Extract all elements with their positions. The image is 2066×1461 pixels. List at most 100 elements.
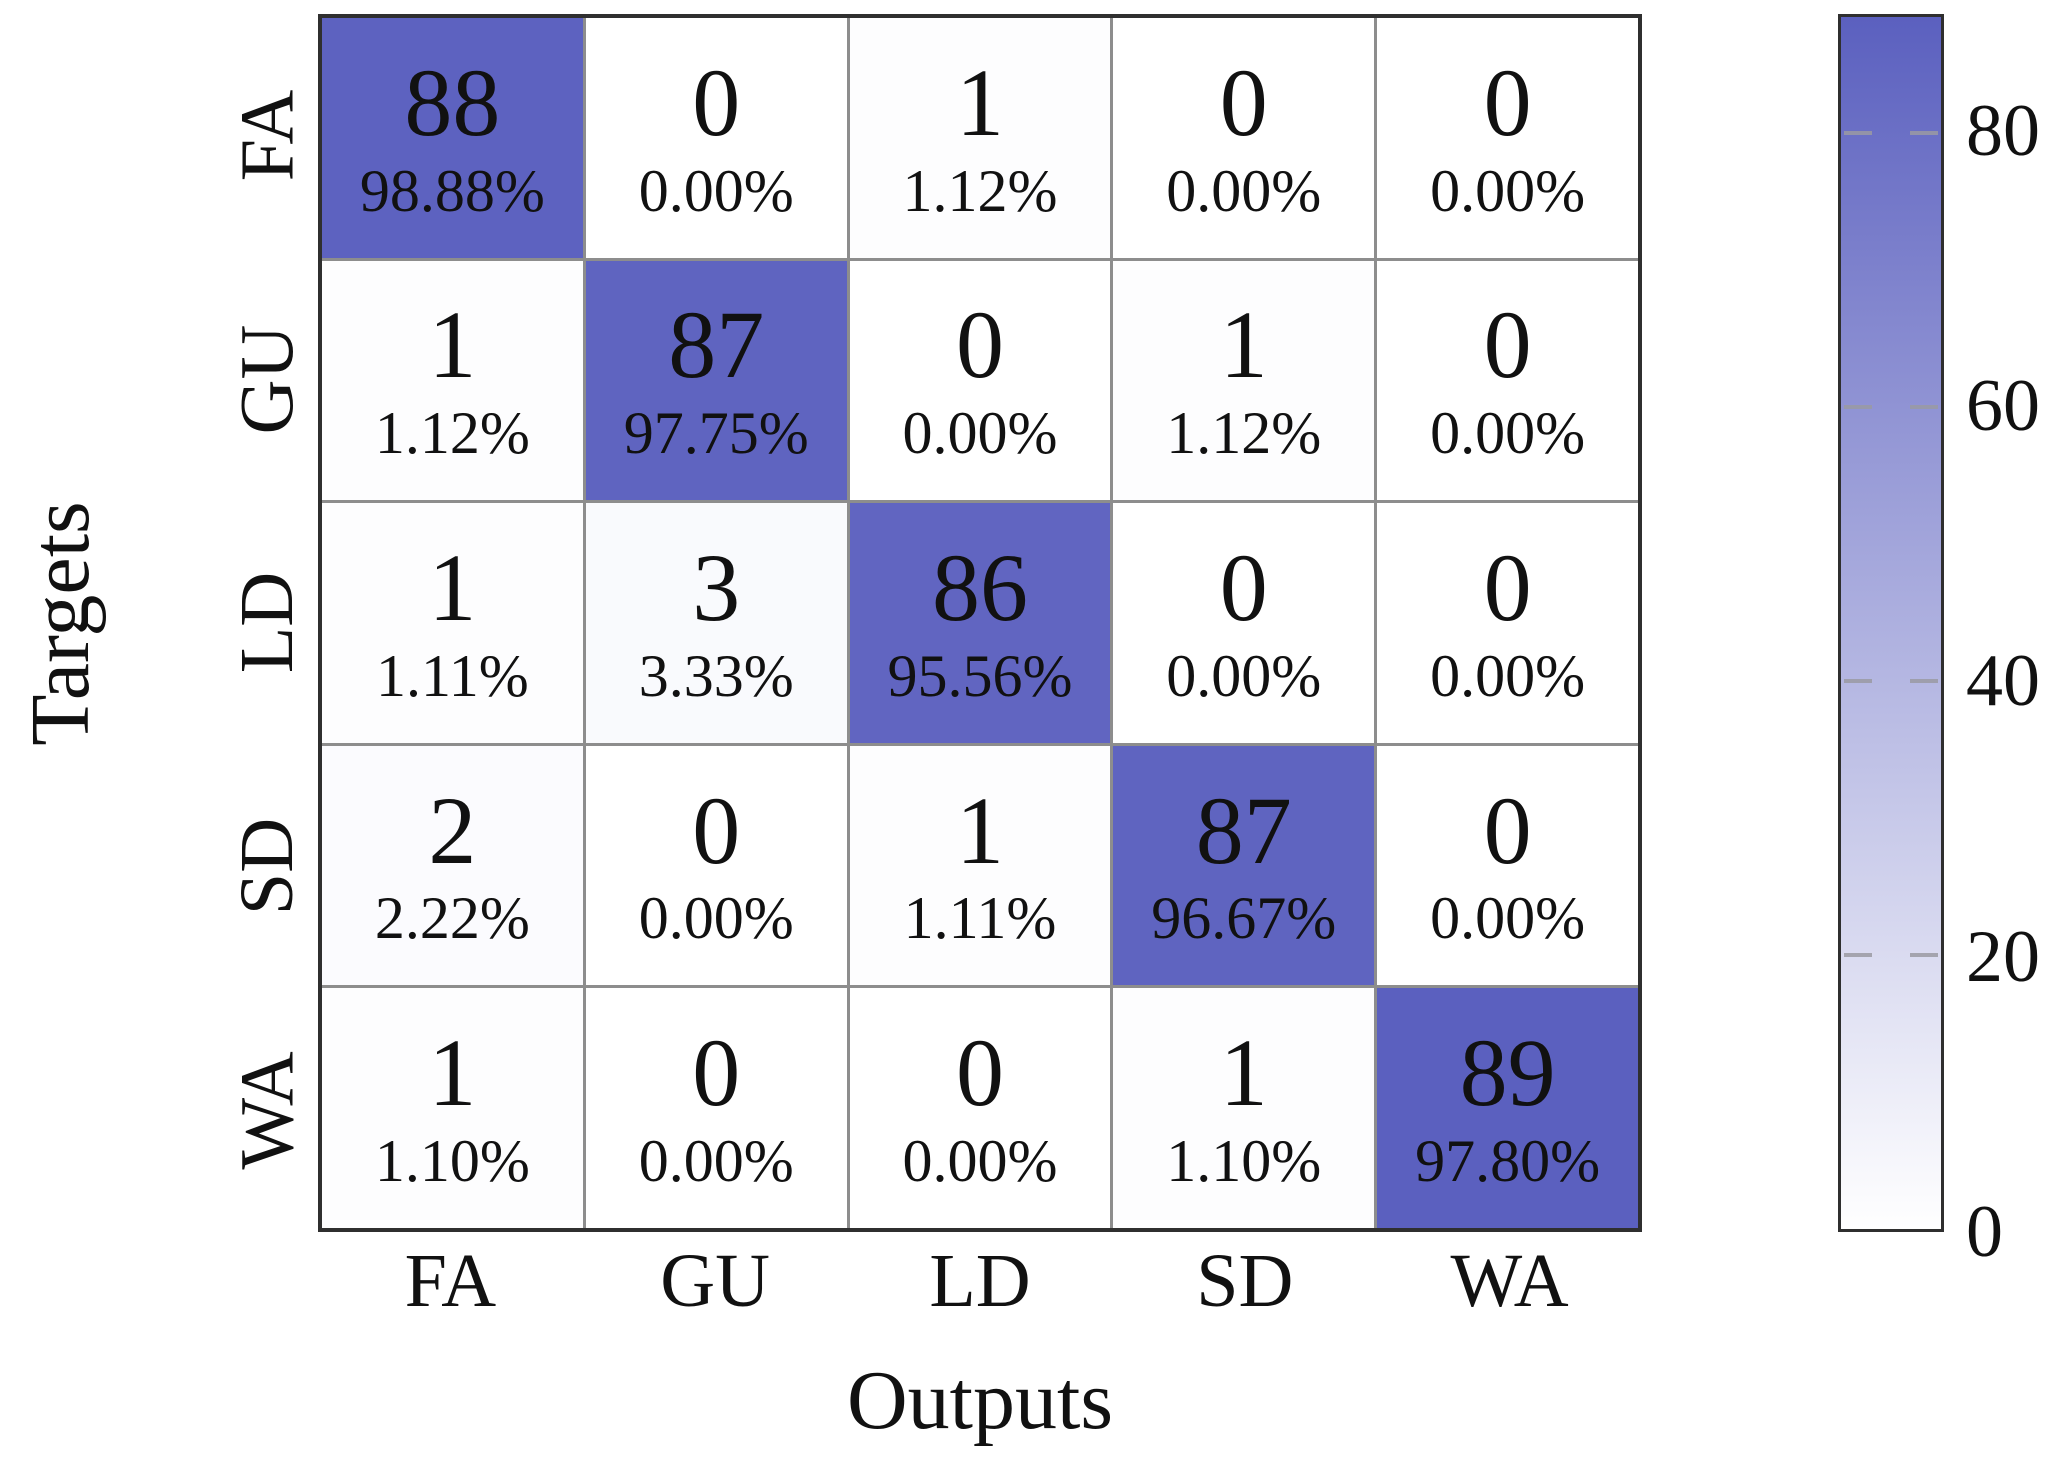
cell-count: 1 <box>1219 1019 1268 1127</box>
cell-percent: 0.00% <box>902 1128 1058 1195</box>
matrix-cell-WA-SD: 1 1.10% <box>1113 988 1375 1228</box>
matrix-cell-SD-GU: 0 0.00% <box>585 745 847 986</box>
cell-count: 0 <box>955 1019 1004 1127</box>
cell-percent: 1.11% <box>903 885 1057 952</box>
cell-percent: 0.00% <box>638 1128 794 1195</box>
cell-count: 88 <box>404 48 501 156</box>
cell-percent: 0.00% <box>638 885 794 952</box>
colorbar-tick-label: 20 <box>1966 915 2040 998</box>
matrix-grid: 88 98.88% 0 0.00% 1 1.12% 0 0.00% 0 0.00% 1 1.12% 87… <box>318 14 1642 1232</box>
matrix-cell-WA-LD: 0 0.00% <box>849 988 1111 1228</box>
x-tick-WA: WA <box>1450 1239 1569 1323</box>
matrix-cell-LD-FA: 1 1.11% <box>322 503 583 743</box>
matrix-cell-FA-GU: 0 0.00% <box>585 18 847 258</box>
colorbar-tick-mark <box>1910 131 1938 136</box>
x-axis-title: Outputs <box>318 1352 1642 1449</box>
cell-percent: 1.10% <box>1166 1128 1322 1195</box>
colorbar-tick-mark <box>1844 953 1872 958</box>
cell-percent: 0.00% <box>902 400 1058 467</box>
cell-percent: 0.00% <box>1166 642 1322 709</box>
x-axis-title-text: Outputs <box>846 1354 1114 1447</box>
cell-percent: 1.10% <box>374 1128 530 1195</box>
matrix-cell-FA-FA: 88 98.88% <box>322 18 583 258</box>
cell-count: 0 <box>1483 48 1532 156</box>
cell-count: 2 <box>428 776 477 884</box>
cell-percent: 0.00% <box>638 157 794 224</box>
matrix-cell-GU-LD: 0 0.00% <box>849 260 1111 501</box>
colorbar-tick-label: 60 <box>1966 365 2040 448</box>
cell-count: 0 <box>1219 48 1268 156</box>
cell-percent: 97.75% <box>623 400 809 467</box>
cell-percent: 2.22% <box>374 885 530 952</box>
y-tick-label: LD <box>225 572 310 674</box>
y-tick-labels: FA GU LD SD WA <box>222 14 314 1232</box>
colorbar-tick-mark <box>1844 679 1872 684</box>
matrix-cell-GU-WA: 0 0.00% <box>1377 260 1638 501</box>
matrix-cell-GU-GU: 87 97.75% <box>585 260 847 501</box>
cell-count: 1 <box>428 534 477 642</box>
cell-percent: 0.00% <box>1430 885 1586 952</box>
cell-count: 87 <box>1195 776 1292 884</box>
matrix-cell-WA-WA: 89 97.80% <box>1377 988 1638 1228</box>
cell-count: 0 <box>1219 534 1268 642</box>
cell-count: 3 <box>692 534 741 642</box>
cell-percent: 0.00% <box>1166 157 1322 224</box>
cell-count: 0 <box>692 776 741 884</box>
colorbar-gradient <box>1841 17 1941 1229</box>
cell-count: 1 <box>955 48 1004 156</box>
colorbar-tick-label: 80 <box>1966 89 2040 172</box>
matrix-cell-FA-SD: 0 0.00% <box>1113 18 1375 258</box>
cell-count: 0 <box>692 48 741 156</box>
cell-percent: 3.33% <box>638 642 794 709</box>
cell-count: 0 <box>1483 291 1532 399</box>
matrix-cell-LD-LD: 86 95.56% <box>849 503 1111 743</box>
cell-percent: 95.56% <box>887 642 1073 709</box>
y-tick-label: WA <box>225 1051 310 1170</box>
colorbar-tick-mark <box>1844 131 1872 136</box>
matrix-cell-WA-FA: 1 1.10% <box>322 988 583 1228</box>
y-tick-LD: LD <box>222 501 314 745</box>
y-tick-label: FA <box>225 90 310 182</box>
matrix-cell-SD-WA: 0 0.00% <box>1377 745 1638 986</box>
matrix-cell-WA-GU: 0 0.00% <box>585 988 847 1228</box>
matrix-cell-LD-WA: 0 0.00% <box>1377 503 1638 743</box>
colorbar-tick-mark <box>1844 405 1872 410</box>
matrix-cell-SD-FA: 2 2.22% <box>322 745 583 986</box>
cell-percent: 1.12% <box>374 400 530 467</box>
x-tick-SD: SD <box>1196 1239 1294 1323</box>
y-axis-title-text: Targets <box>13 500 107 746</box>
y-tick-label: GU <box>225 324 310 435</box>
cell-percent: 0.00% <box>1430 400 1586 467</box>
matrix-cell-GU-FA: 1 1.12% <box>322 260 583 501</box>
matrix-cell-SD-SD: 87 96.67% <box>1113 745 1375 986</box>
colorbar-tick-label: 40 <box>1966 640 2040 723</box>
colorbar <box>1838 14 1944 1232</box>
y-tick-WA: WA <box>222 988 314 1232</box>
matrix-cell-GU-SD: 1 1.12% <box>1113 260 1375 501</box>
cell-count: 0 <box>955 291 1004 399</box>
cell-count: 1 <box>1219 291 1268 399</box>
colorbar-tick-mark <box>1910 953 1938 958</box>
cell-percent: 1.11% <box>376 642 529 709</box>
y-tick-GU: GU <box>222 258 314 502</box>
x-tick-labels: FA GU LD SD WA <box>318 1239 1642 1324</box>
cell-count: 1 <box>428 291 477 399</box>
matrix-cell-FA-LD: 1 1.12% <box>849 18 1111 258</box>
cell-percent: 97.80% <box>1415 1128 1601 1195</box>
cell-count: 86 <box>931 534 1028 642</box>
cell-count: 0 <box>1483 534 1532 642</box>
cell-count: 87 <box>668 291 765 399</box>
colorbar-tick-mark <box>1910 405 1938 410</box>
colorbar-tick-label: 0 <box>1966 1191 2003 1273</box>
y-tick-label: SD <box>225 818 310 916</box>
cell-count: 1 <box>955 776 1004 884</box>
cell-percent: 0.00% <box>1430 157 1586 224</box>
matrix-cell-LD-GU: 3 3.33% <box>585 503 847 743</box>
matrix-cell-LD-SD: 0 0.00% <box>1113 503 1375 743</box>
x-tick-LD: LD <box>929 1239 1031 1323</box>
cell-percent: 1.12% <box>902 157 1058 224</box>
colorbar-tick-labels: 80 60 40 20 0 <box>1966 14 2066 1269</box>
cell-percent: 98.88% <box>359 157 545 224</box>
cell-count: 1 <box>428 1019 477 1127</box>
